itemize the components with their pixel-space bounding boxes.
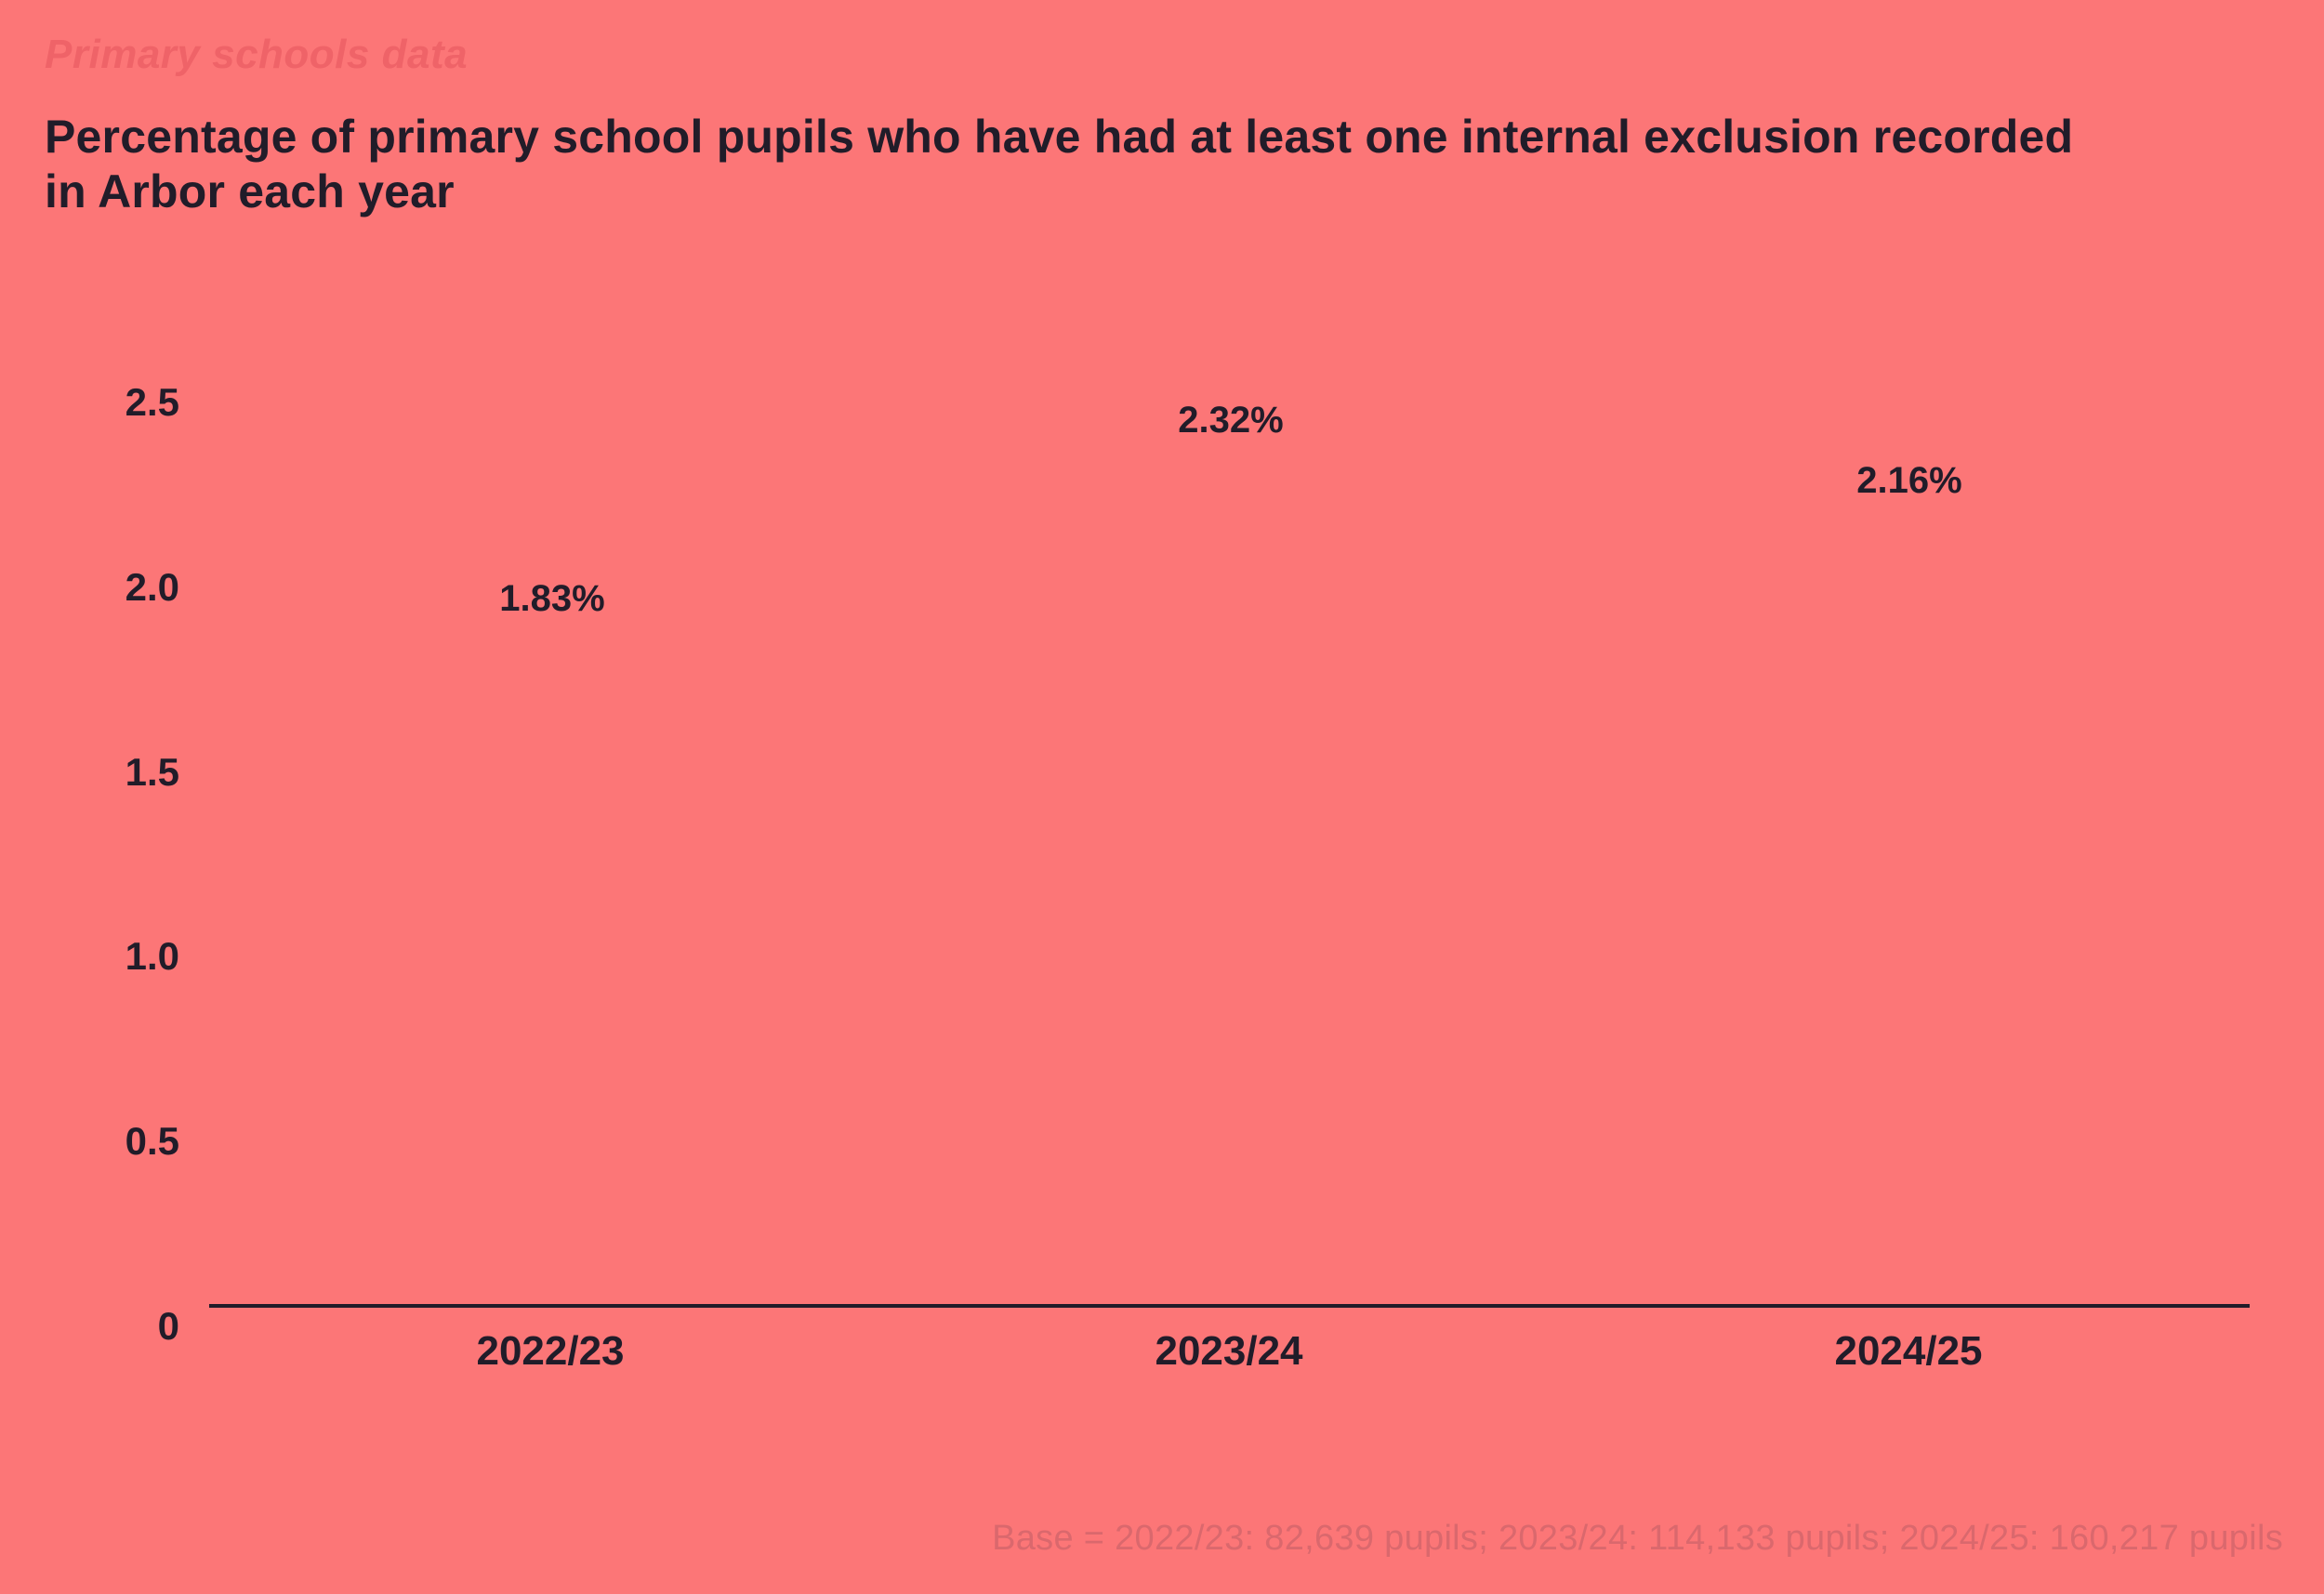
y-tick-label-2-5: 2.5 [125,380,179,424]
x-tick-label-2024-25: 2024/25 [1834,1328,1983,1374]
y-tick-label-0-5: 0.5 [125,1119,179,1163]
x-tick-label-2022-23: 2022/23 [476,1328,625,1374]
chart-title: Percentage of primary school pupils who … [45,110,2073,218]
x-axis-line [209,1304,2250,1308]
y-tick-label-1-0: 1.0 [125,934,179,978]
data-point-label-2024-25: 2.16% [1856,460,1962,501]
y-tick-label-0: 0 [157,1304,179,1348]
base-note: Base = 2022/23: 82,639 pupils; 2023/24: … [992,1519,2283,1558]
watermark-label: Primary schools data [45,32,469,77]
y-tick-label-2-0: 2.0 [125,565,179,609]
chart-title-line-1: Percentage of primary school pupils who … [45,111,2074,163]
data-point-label-2022-23: 1.83% [499,578,605,619]
y-tick-label-1-5: 1.5 [125,750,179,794]
x-tick-label-2023-24: 2023/24 [1155,1328,1303,1374]
chart-title-line-2: in Arbor each year [45,165,455,217]
data-point-label-2023-24: 2.32% [1178,400,1284,441]
